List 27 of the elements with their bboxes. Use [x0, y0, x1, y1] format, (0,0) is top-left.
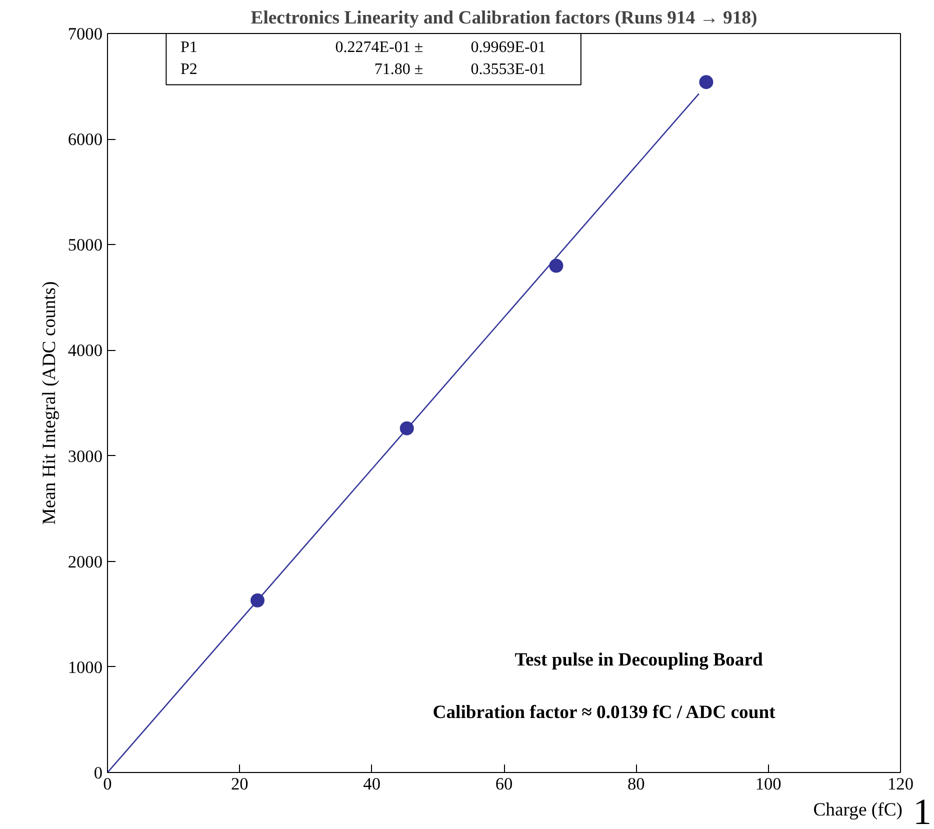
annotation: Test pulse in Decoupling Board — [514, 650, 764, 671]
annotation: 0.3553E-01 — [470, 61, 546, 78]
annotation: 0.2274E-01 ± — [335, 39, 424, 56]
annotation: Calibration factor ≈ 0.0139 fC / ADC count — [432, 702, 776, 724]
x-tick-label: 80 — [628, 774, 645, 794]
annotation: 71.80 ± — [374, 61, 424, 78]
chart-title: Electronics Linearity and Calibration factors (Runs 914 → 918) — [250, 8, 758, 28]
annotation: P1 — [180, 39, 198, 56]
y-tick-label: 7000 — [68, 24, 102, 44]
x-tick-label: 100 — [755, 774, 782, 794]
x-axis-title: Charge (fC) — [813, 800, 903, 820]
x-tick-label: 40 — [363, 774, 380, 794]
x-tick-label: 60 — [495, 774, 513, 794]
y-tick-label: 6000 — [68, 130, 102, 150]
y-axis-title: Mean Hit Integral (ADC counts) — [38, 281, 60, 525]
y-tick-label: 4000 — [68, 341, 102, 360]
y-tick-label: 2000 — [68, 552, 102, 572]
point — [699, 75, 714, 90]
annotation: P2 — [180, 61, 198, 78]
annotation: 0.9969E-01 — [470, 39, 546, 56]
text: 1 — [913, 792, 932, 829]
x-tick-label: 120 — [888, 774, 914, 794]
y-tick-label: 3000 — [68, 446, 102, 466]
x-tick-label: 20 — [231, 774, 248, 794]
y-tick-label: 5000 — [68, 236, 102, 255]
y-tick-label: 1000 — [68, 658, 102, 677]
point — [549, 258, 564, 273]
